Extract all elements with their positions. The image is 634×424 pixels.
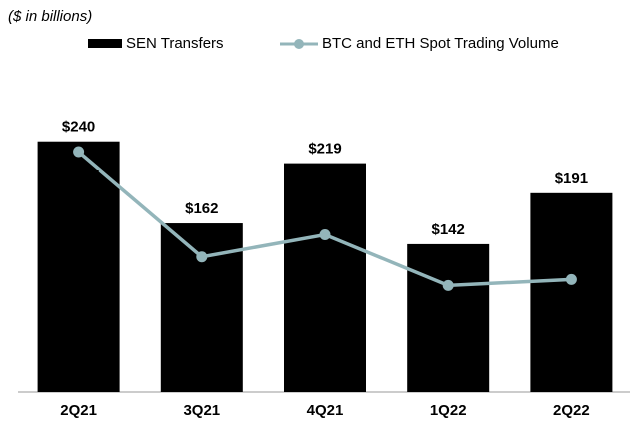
bar: [37, 141, 120, 392]
line-value-label: $1,080: [548, 294, 594, 311]
x-tick-label: 3Q21: [183, 402, 220, 419]
chart-subtitle: ($ in billions): [8, 8, 92, 25]
bar-value-label: $162: [185, 200, 218, 217]
bar: [160, 223, 243, 392]
x-tick-label: 2Q22: [553, 402, 590, 419]
x-tick-label: 1Q22: [430, 402, 467, 419]
line-marker: [196, 251, 208, 263]
bar-value-label: $191: [555, 170, 588, 187]
legend-label: SEN Transfers: [126, 35, 224, 52]
legend-swatch: [88, 39, 122, 48]
x-tick-label: 4Q21: [307, 402, 344, 419]
bar: [407, 243, 490, 392]
line-value-label: $2,301: [56, 167, 102, 184]
bar-value-label: $142: [432, 221, 465, 238]
line-value-label: $1,022: [425, 300, 471, 317]
legend-label: BTC and ETH Spot Trading Volume: [322, 35, 559, 52]
bar: [530, 192, 613, 392]
line-marker: [565, 273, 577, 285]
bar-value-label: $219: [308, 141, 341, 158]
line-marker: [73, 146, 85, 158]
bar: [284, 163, 366, 392]
line-marker: [319, 229, 331, 241]
line-value-label: $1,297: [179, 272, 225, 289]
legend-marker: [294, 39, 304, 49]
bar-value-label: $240: [62, 119, 95, 136]
line-marker: [442, 279, 454, 291]
x-tick-label: 2Q21: [60, 402, 97, 419]
line-value-label: $1,510: [302, 249, 348, 266]
